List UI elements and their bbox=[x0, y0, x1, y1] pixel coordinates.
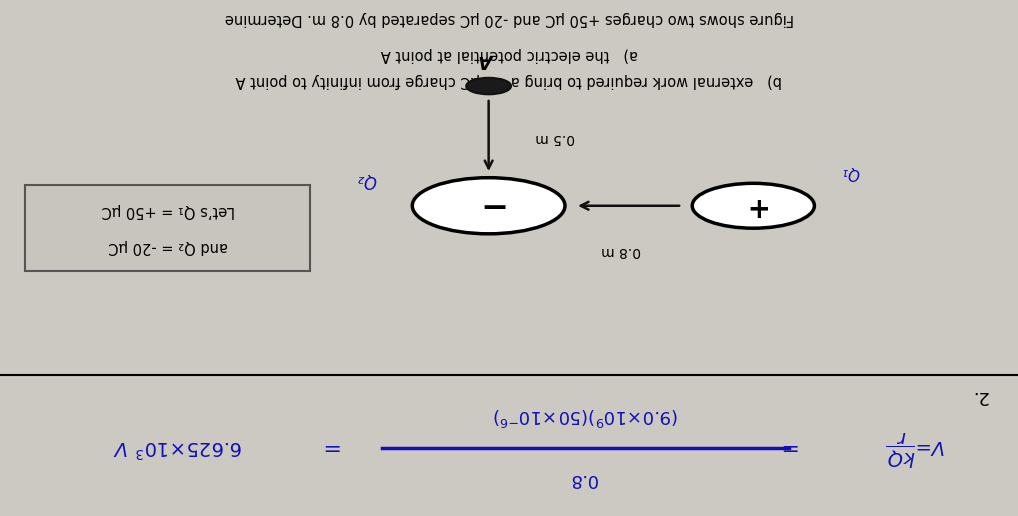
Text: and Q₂ = -20 μC: and Q₂ = -20 μC bbox=[108, 239, 228, 254]
Text: $(9.0\!\times\!10^9)(50\!\times\!10^{-6})$: $(9.0\!\times\!10^9)(50\!\times\!10^{-6}… bbox=[492, 405, 679, 427]
Text: Figure shows two charges +50 μC and -20 μC separated by 0.8 m. Determine: Figure shows two charges +50 μC and -20 … bbox=[224, 11, 794, 26]
Text: $V\!=\!\dfrac{kQ}{r}$: $V\!=\!\dfrac{kQ}{r}$ bbox=[887, 428, 946, 467]
Text: 0.8 m: 0.8 m bbox=[601, 244, 641, 257]
Text: 0.5 m: 0.5 m bbox=[534, 132, 575, 146]
Text: $=$: $=$ bbox=[783, 438, 805, 458]
Circle shape bbox=[466, 78, 511, 94]
Text: 2.: 2. bbox=[970, 386, 987, 405]
Circle shape bbox=[692, 183, 814, 228]
Text: $=$: $=$ bbox=[325, 438, 347, 458]
Text: $6.625\!\times\!10^3\ V$: $6.625\!\times\!10^3\ V$ bbox=[113, 437, 243, 459]
FancyBboxPatch shape bbox=[25, 185, 310, 271]
Circle shape bbox=[412, 178, 565, 234]
Text: A: A bbox=[482, 51, 496, 69]
Text: Q₂: Q₂ bbox=[356, 171, 377, 188]
Text: Let’s Q₁ = +50 μC: Let’s Q₁ = +50 μC bbox=[101, 203, 235, 218]
Text: Q₁: Q₁ bbox=[841, 165, 859, 180]
Text: +: + bbox=[742, 192, 765, 220]
Text: −: − bbox=[474, 189, 503, 222]
Text: a)   the electric potential at point A: a) the electric potential at point A bbox=[381, 47, 637, 62]
Text: $0.8$: $0.8$ bbox=[571, 470, 600, 488]
Text: b)   external work required to bring a +2 μC charge from infinity to point A: b) external work required to bring a +2 … bbox=[236, 73, 782, 88]
